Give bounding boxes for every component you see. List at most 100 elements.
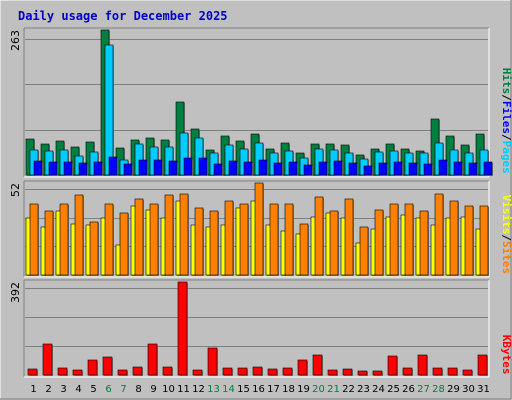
bar-sites-day-31 <box>479 205 489 276</box>
bar-kbytes-day-16 <box>252 366 263 376</box>
bar-kbytes-day-31 <box>477 354 488 376</box>
bar-kbytes-day-24 <box>372 370 383 376</box>
bar-kbytes-day-9 <box>147 343 158 376</box>
legend-separator: / <box>500 94 512 101</box>
y-max-label: 52 <box>9 183 22 197</box>
bar-kbytes-day-11 <box>177 281 188 376</box>
bar-pages-day-7 <box>123 163 133 176</box>
x-tick-day-7: 7 <box>120 384 126 395</box>
bar-kbytes-day-28 <box>432 367 443 376</box>
x-tick-day-14: 14 <box>222 384 235 395</box>
bar-sites-day-10 <box>164 194 174 276</box>
legend-pages: Pages <box>500 141 512 174</box>
x-tick-day-28: 28 <box>432 384 445 395</box>
bar-kbytes-day-2 <box>42 343 53 376</box>
bar-pages-day-27 <box>423 163 433 176</box>
bar-sites-day-6 <box>104 203 114 276</box>
x-tick-day-22: 22 <box>342 384 355 395</box>
bar-kbytes-day-26 <box>402 367 413 376</box>
bar-sites-day-27 <box>419 210 429 276</box>
legend-sites: Sites <box>500 241 512 274</box>
legend-visits: Visits <box>500 195 512 235</box>
bar-kbytes-day-8 <box>132 366 143 376</box>
bar-kbytes-day-20 <box>312 354 323 376</box>
bar-pages-day-30 <box>468 162 478 176</box>
x-tick-day-19: 19 <box>297 384 310 395</box>
bar-kbytes-day-12 <box>192 369 203 376</box>
bar-sites-day-20 <box>314 196 324 276</box>
x-tick-day-1: 1 <box>30 384 36 395</box>
panel-bot: 392 KBytes <box>9 279 512 378</box>
bar-files-day-6 <box>104 44 114 176</box>
x-tick-day-17: 17 <box>267 384 280 395</box>
legend-kbytes: KBytes <box>500 335 512 375</box>
bar-kbytes-day-21 <box>327 369 338 376</box>
bar-sites-day-19 <box>299 223 309 276</box>
bar-pages-day-4 <box>78 162 88 176</box>
y-max-label: 263 <box>9 30 22 51</box>
bar-pages-day-11 <box>183 157 193 176</box>
bar-kbytes-day-19 <box>297 359 308 376</box>
bar-sites-day-13 <box>209 210 219 276</box>
legend-hits: Hits <box>500 68 512 95</box>
bar-pages-day-23 <box>363 165 373 176</box>
x-tick-day-31: 31 <box>477 384 490 395</box>
bar-sites-day-29 <box>449 200 459 276</box>
bar-pages-day-20 <box>318 161 328 176</box>
bar-sites-day-3 <box>59 203 69 276</box>
panel-area <box>24 280 489 377</box>
x-tick-day-26: 26 <box>402 384 415 395</box>
bar-kbytes-day-4 <box>72 369 83 376</box>
x-tick-day-11: 11 <box>177 384 190 395</box>
x-tick-day-23: 23 <box>357 384 370 395</box>
x-tick-day-21: 21 <box>327 384 340 395</box>
bar-pages-day-6 <box>108 156 118 176</box>
bar-kbytes-day-17 <box>267 368 278 376</box>
x-tick-day-12: 12 <box>192 384 205 395</box>
bar-sites-day-11 <box>179 193 189 276</box>
bar-kbytes-day-3 <box>57 367 68 376</box>
bar-sites-day-18 <box>284 203 294 276</box>
bar-kbytes-day-30 <box>462 369 473 376</box>
bar-kbytes-day-13 <box>207 347 218 376</box>
bar-sites-day-4 <box>74 194 84 276</box>
bar-pages-day-1 <box>33 160 43 176</box>
bar-kbytes-day-25 <box>387 355 398 376</box>
bar-pages-day-25 <box>393 161 403 176</box>
x-tick-day-4: 4 <box>75 384 81 395</box>
bar-sites-day-5 <box>89 221 99 276</box>
x-tick-day-5: 5 <box>90 384 96 395</box>
bar-sites-day-22 <box>344 198 354 276</box>
bar-kbytes-day-5 <box>87 359 98 376</box>
x-tick-day-3: 3 <box>60 384 66 395</box>
legend-files: Files <box>500 101 512 134</box>
bar-sites-day-21 <box>329 210 339 276</box>
bar-pages-day-24 <box>378 162 388 176</box>
bar-pages-day-29 <box>453 161 463 176</box>
bar-sites-day-14 <box>224 200 234 276</box>
x-tick-day-18: 18 <box>282 384 295 395</box>
legend-mid: Visits/Sites <box>500 195 512 275</box>
x-tick-day-10: 10 <box>162 384 175 395</box>
bar-pages-day-16 <box>258 159 268 176</box>
bar-kbytes-day-18 <box>282 367 293 376</box>
bar-sites-day-28 <box>434 193 444 276</box>
bar-kbytes-day-29 <box>447 367 458 376</box>
chart-panels: 263Hits/Files/Pages52Visits/Sites392KByt… <box>9 27 512 378</box>
x-tick-day-8: 8 <box>135 384 141 395</box>
bar-sites-day-17 <box>269 203 279 276</box>
legend-separator: / <box>500 234 512 241</box>
bar-kbytes-day-7 <box>117 369 128 376</box>
bar-sites-day-9 <box>149 203 159 276</box>
bar-sites-day-1 <box>29 203 39 276</box>
bar-kbytes-day-15 <box>237 367 248 376</box>
bar-pages-day-21 <box>333 160 343 176</box>
bar-pages-day-14 <box>228 160 238 176</box>
bar-sites-day-12 <box>194 207 204 276</box>
panel-mid: 52 Visits/Sites <box>9 180 512 278</box>
bar-pages-day-3 <box>63 161 73 176</box>
bar-pages-day-31 <box>483 161 493 176</box>
